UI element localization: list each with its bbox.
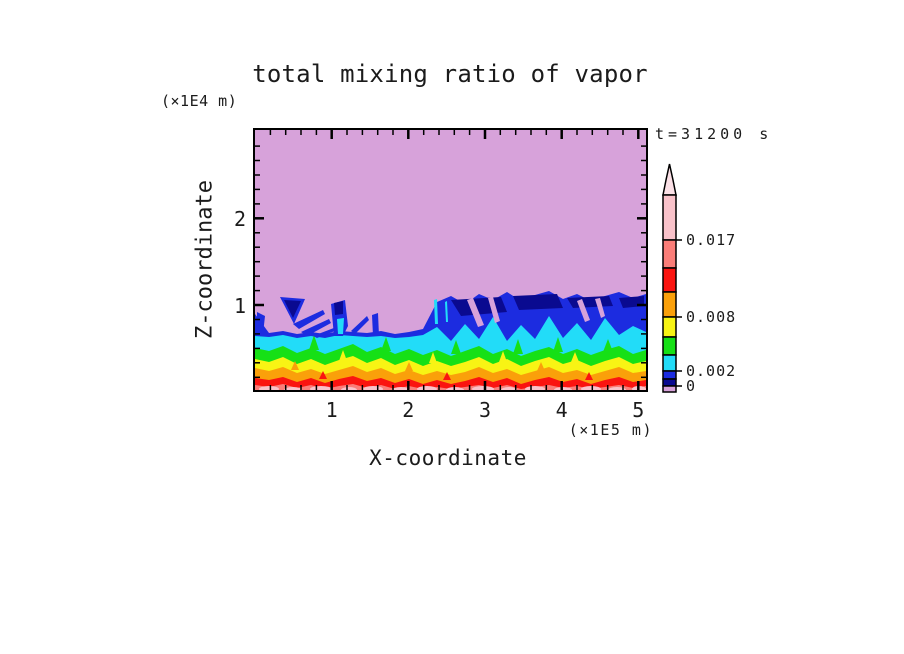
colorbar-cell-red [662, 267, 677, 293]
contour-plot [253, 128, 648, 392]
contour-spike-green [381, 337, 391, 351]
wisp-plum [467, 298, 484, 327]
colorbar-cell-salmon [662, 239, 677, 269]
contour-spike-orange [291, 361, 299, 370]
colorbar-label-0: 0 [686, 377, 697, 395]
wisp-navy [284, 300, 301, 318]
wisp-blue [351, 316, 369, 334]
z-axis-unit: (×1E4 m) [161, 92, 238, 110]
colorbar-cell-lightpink [662, 194, 677, 241]
colorbar-label-0.008: 0.008 [686, 308, 737, 326]
colorbar-cell-green [662, 336, 677, 356]
wisp-blue [293, 310, 325, 329]
contour-spike-green [603, 339, 613, 352]
x-axis-title: X-coordinate [369, 446, 527, 470]
contour-spike-orange [537, 362, 545, 371]
colorbar-cell-orange [662, 291, 677, 318]
z-tick-label-2: 2 [233, 207, 246, 232]
wisp-navy [334, 301, 343, 315]
x-tick-label-5: 5 [632, 398, 645, 422]
contour-spike-green [451, 340, 461, 354]
contour-spike-orange [405, 362, 413, 371]
colorbar-cell-cyan [662, 354, 677, 372]
x-tick-label-4: 4 [555, 398, 568, 422]
x-tick-label-3: 3 [478, 398, 492, 422]
colorbar-cell-plum [662, 385, 677, 393]
wisp-cyan [445, 301, 448, 322]
wisp-blue [301, 319, 331, 336]
contour-spike-yellow [571, 352, 579, 362]
contour-spike-yellow [499, 351, 507, 362]
colorbar-graphic [662, 163, 682, 393]
wisp-cyan [337, 318, 344, 334]
time-label: t=31200 s [655, 125, 773, 143]
wisp-navy [567, 296, 613, 308]
contour-plot-canvas [253, 128, 648, 392]
contour-spike-red [443, 372, 451, 380]
colorbar [655, 160, 715, 400]
wisp-blue [257, 312, 265, 334]
colorbar-label-0.002: 0.002 [686, 362, 737, 380]
contour-spike-green [553, 337, 563, 352]
colorbar-cell-blue [662, 370, 677, 380]
x-tick-label-2: 2 [402, 398, 415, 422]
wisp-blue [313, 326, 340, 338]
wisp-plum [488, 297, 500, 323]
colorbar-cell-yellow [662, 316, 677, 338]
z-tick-label-1: 1 [233, 294, 246, 318]
colorbar-cell-navy [662, 378, 677, 387]
wisp-blue [372, 313, 379, 336]
contour-spike-yellow [339, 350, 347, 361]
contour-spike-red [319, 371, 327, 379]
x-axis-unit: (×1E5 m) [568, 421, 653, 439]
contour-spike-green [309, 335, 319, 350]
x-tick-label-1: 1 [325, 398, 338, 422]
contour-spike-green [513, 339, 523, 354]
contour-spike-red [585, 372, 593, 380]
colorbar-label-0.017: 0.017 [686, 231, 737, 249]
plot-border [253, 128, 648, 392]
chart-title: total mixing ratio of vapor [252, 60, 648, 88]
wisp-plum [595, 298, 605, 318]
wisp-navy [513, 294, 563, 310]
wisp-cyan [434, 299, 438, 324]
z-axis-title: Z-coordinate [192, 180, 218, 339]
colorbar-overflow-arrow-icon [662, 163, 677, 196]
wisp-plum [577, 299, 590, 322]
contour-spike-yellow [429, 352, 437, 363]
